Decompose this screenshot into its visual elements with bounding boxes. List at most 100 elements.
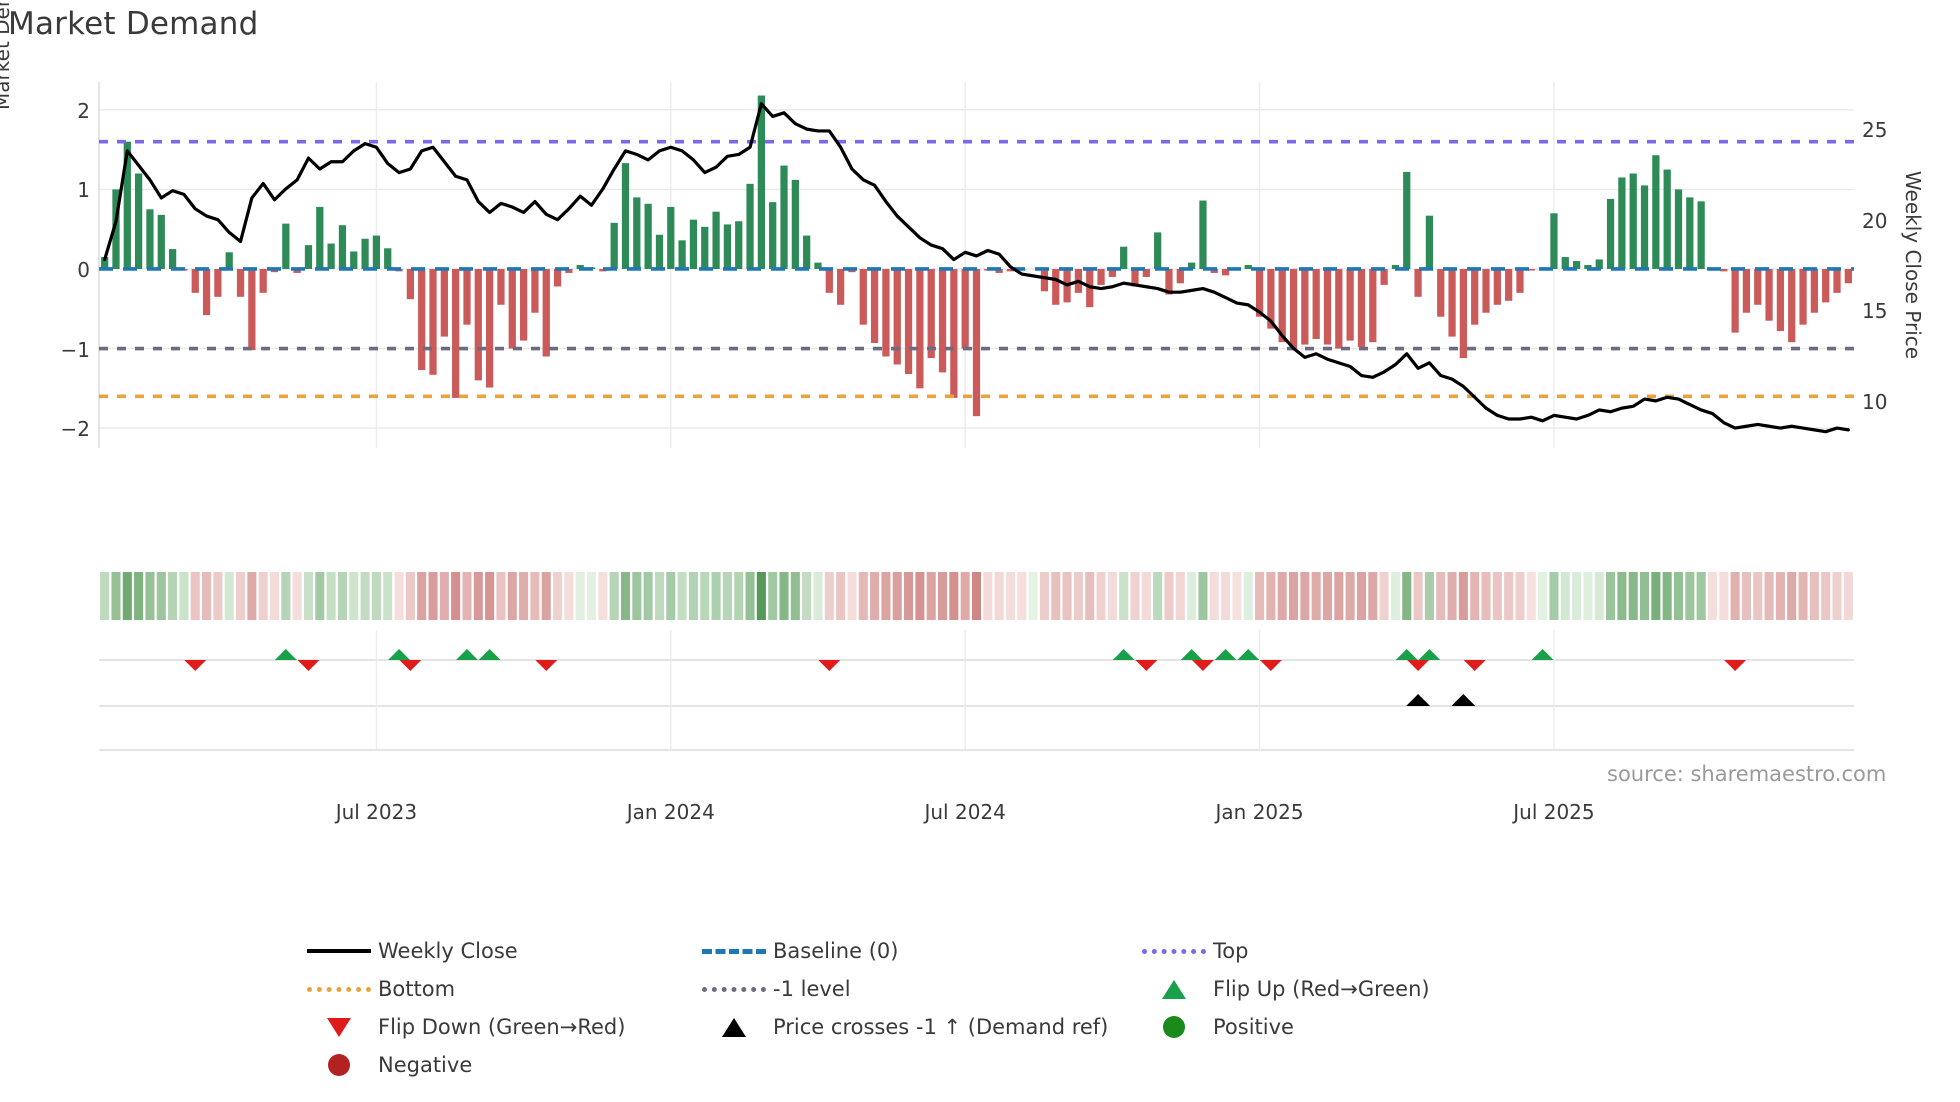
legend-label: Weekly Close: [378, 939, 518, 963]
heatmap-cell: [1028, 572, 1038, 620]
negative-dot-icon: [300, 1054, 378, 1076]
demand-bar: [293, 268, 301, 273]
legend-item-weekly-close[interactable]: Weekly Close: [300, 932, 695, 970]
flip-down-marker: [535, 660, 558, 671]
legend-spacer: [1135, 1046, 1555, 1084]
flip-down-marker: [1463, 660, 1486, 671]
demand-bar: [1323, 268, 1332, 345]
heatmap-cell: [1821, 572, 1831, 620]
heatmap-cell: [462, 572, 472, 620]
heatmap-cell: [1413, 572, 1423, 620]
heatmap-cell: [247, 572, 257, 620]
demand-bar: [1154, 232, 1162, 269]
demand-bar: [1584, 265, 1592, 269]
flip-up-marker: [1418, 649, 1441, 660]
legend-item-bottom[interactable]: Bottom: [300, 970, 695, 1008]
legend-item-negative[interactable]: Negative: [300, 1046, 695, 1084]
heatmap-cell: [360, 572, 370, 620]
demand-bar: [135, 173, 143, 269]
demand-bar: [972, 268, 981, 417]
heatmap-cell: [1368, 572, 1378, 620]
demand-bar: [882, 268, 890, 357]
legend-label: Flip Up (Red→Green): [1213, 977, 1430, 1001]
heatmap-cell: [1073, 572, 1083, 620]
demand-bar: [1561, 257, 1569, 269]
heatmap-cell: [349, 572, 359, 620]
flip-down-marker: [184, 660, 207, 671]
heatmap-cell: [213, 572, 223, 620]
legend-item-top[interactable]: Top: [1135, 932, 1555, 970]
legend-item-flip-up[interactable]: Flip Up (Red→Green): [1135, 970, 1555, 1008]
heatmap-cell: [1696, 572, 1706, 620]
heatmap-cell: [428, 572, 438, 620]
demand-bar: [1765, 268, 1773, 321]
demand-bar: [1244, 265, 1252, 269]
heatmap-cell: [575, 572, 585, 620]
heatmap-cell: [1594, 572, 1604, 620]
legend-item-price-crosses[interactable]: Price crosses -1 ↑ (Demand ref): [695, 1008, 1135, 1046]
legend-item-positive[interactable]: Positive: [1135, 1008, 1555, 1046]
triangle-down-icon: [300, 1017, 378, 1037]
triangle-up-icon: [1135, 979, 1213, 999]
heatmap-cell: [1572, 572, 1582, 620]
heatmap-cell: [1107, 572, 1117, 620]
demand-bar: [304, 245, 313, 269]
heatmap-cell: [1549, 572, 1559, 620]
demand-bar: [1720, 268, 1728, 272]
demand-bar: [961, 268, 969, 349]
demand-bar: [531, 268, 539, 313]
heatmap-cell: [145, 572, 155, 620]
legend-item-baseline[interactable]: Baseline (0): [695, 932, 1135, 970]
x-tick-4: Jul 2025: [1513, 800, 1595, 824]
demand-bar: [576, 265, 584, 269]
source-attribution: source: sharemaestro.com: [1607, 762, 1887, 786]
heatmap-cell: [677, 572, 687, 620]
heatmap-cell: [1289, 572, 1299, 620]
flip-down-marker: [297, 660, 320, 671]
heatmap-cell: [202, 572, 212, 620]
legend-item-minus-one-level[interactable]: -1 level: [695, 970, 1135, 1008]
heatmap-cell: [598, 572, 608, 620]
heatmap-cell: [1640, 572, 1650, 620]
heatmap-cell: [292, 572, 302, 620]
heatmap-cell: [609, 572, 619, 620]
demand-bar: [1482, 268, 1490, 313]
demand-bar: [1652, 155, 1660, 269]
demand-bar: [1572, 261, 1581, 269]
chart-legend: Weekly Close Baseline (0) Top Bottom -1 …: [300, 932, 1700, 1084]
heatmap-cell: [1300, 572, 1310, 620]
heatmap-cell: [881, 572, 891, 620]
heatmap-cell: [394, 572, 404, 620]
heatmap-cell: [1741, 572, 1751, 620]
flip-up-marker: [388, 649, 411, 660]
y-tick-left-4: −2: [60, 417, 90, 442]
demand-bar: [112, 189, 120, 269]
heatmap-cell: [1209, 572, 1219, 620]
heatmap-cell: [938, 572, 948, 620]
demand-bar: [757, 95, 765, 269]
legend-label: Flip Down (Green→Red): [378, 1015, 626, 1039]
demand-bar: [463, 268, 471, 325]
x-tick-0: Jul 2023: [335, 800, 418, 824]
heatmap-cell: [122, 572, 132, 620]
demand-bar: [859, 268, 867, 325]
heatmap-cell: [994, 572, 1004, 620]
legend-item-flip-down[interactable]: Flip Down (Green→Red): [300, 1008, 695, 1046]
heatmap-cell: [451, 572, 461, 620]
demand-bar: [1312, 268, 1320, 339]
heatmap-cell: [1673, 572, 1684, 620]
demand-bar: [723, 224, 732, 269]
positive-dot-icon: [1135, 1016, 1213, 1038]
flip-down-marker: [1407, 660, 1430, 671]
heatmap-cell: [1424, 572, 1434, 620]
legend-label: Price crosses -1 ↑ (Demand ref): [773, 1015, 1109, 1039]
heatmap-cell: [1356, 572, 1366, 620]
demand-bar: [1335, 268, 1343, 349]
demand-bar: [1357, 268, 1366, 347]
demand-bar: [1120, 246, 1128, 269]
demand-bar: [1742, 268, 1751, 313]
demand-bar: [384, 248, 392, 269]
demand-bar: [655, 234, 664, 269]
demand-bar: [1448, 268, 1456, 337]
heatmap-cell: [802, 572, 812, 620]
